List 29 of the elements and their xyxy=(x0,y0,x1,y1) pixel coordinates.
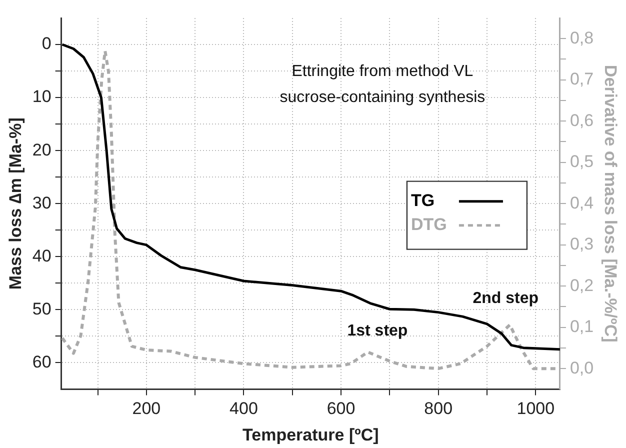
y-tick-label: 0 xyxy=(42,34,52,54)
y-tick-label: 40 xyxy=(32,246,52,266)
y2-tick-label: 0,6 xyxy=(570,110,594,130)
legend-label: TG xyxy=(410,191,435,210)
y-tick-label: 50 xyxy=(32,299,52,318)
y2-tick-label: 0,1 xyxy=(570,317,594,336)
y-tick-label: 10 xyxy=(32,87,52,106)
y-tick-label: 30 xyxy=(32,193,52,212)
y2-tick-label: 0,3 xyxy=(570,234,594,254)
y2-tick-label: 0,2 xyxy=(570,276,594,295)
y2-tick-label: 0,4 xyxy=(570,193,594,212)
y2-tick-label: 0,8 xyxy=(570,28,594,48)
legend-label: DTG xyxy=(410,215,447,234)
x-tick-label: 400 xyxy=(230,399,258,418)
y2-axis-title: Derivative of mass loss [Ma.-%/ºC] xyxy=(601,64,620,342)
annotation: Ettringite from method VL sucrose-containing synthesis xyxy=(280,63,486,106)
annotation: 1st step xyxy=(347,322,408,340)
y-tick-label: 20 xyxy=(32,140,52,160)
y2-tick-label: 0,5 xyxy=(570,152,594,172)
x-tick-label: 800 xyxy=(424,399,453,418)
y2-tick-label: 0,7 xyxy=(570,70,594,89)
y2-tick-label: 0,0 xyxy=(570,358,594,378)
x-tick-label: 600 xyxy=(326,399,356,418)
annotation: 2nd step xyxy=(472,290,539,308)
y-axis-title: Mass loss ∆m [Ma-%] xyxy=(6,118,25,290)
x-tick-label: 200 xyxy=(132,399,161,418)
x-tick-label: 1000 xyxy=(516,399,555,418)
x-axis-title: Temperature [ºC] xyxy=(242,425,379,444)
y-tick-label: 60 xyxy=(32,352,52,372)
